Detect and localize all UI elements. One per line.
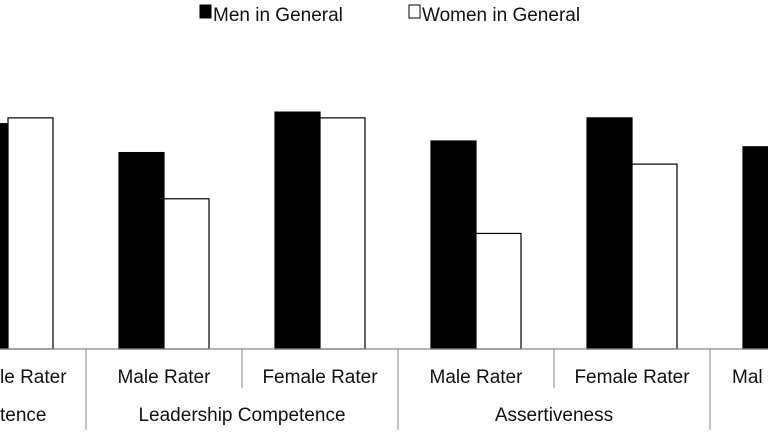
category-labels: le Rater Male Rater Female Rater Male Ra…	[0, 367, 763, 388]
group-labels: tence Leadership Competence Assertivenes…	[0, 405, 613, 426]
group-label: Assertiveness	[495, 405, 613, 426]
bar-men	[430, 140, 477, 350]
bar-men	[586, 117, 633, 350]
rater-label: Female Rater	[262, 367, 378, 388]
legend-label-women: Women in General	[422, 5, 580, 26]
bar-women	[163, 198, 210, 350]
bar-women	[475, 232, 522, 350]
bar-men	[742, 146, 768, 350]
group-label: tence	[0, 405, 46, 426]
legend-swatch-women	[408, 4, 421, 19]
rater-label: Mal	[732, 367, 763, 388]
bar-men	[274, 111, 321, 350]
bar-men	[0, 123, 9, 350]
bar-women	[7, 117, 54, 350]
rater-label: le Rater	[0, 367, 67, 388]
axis-frame	[0, 348, 768, 430]
group-label: Leadership Competence	[138, 405, 345, 426]
bars	[0, 111, 768, 350]
legend-swatch-men	[199, 4, 212, 19]
legend: Men in General Women in General	[199, 4, 580, 26]
rater-label: Male Rater	[118, 367, 212, 388]
legend-label-men: Men in General	[213, 5, 343, 26]
rater-label: Male Rater	[430, 367, 524, 388]
bar-women	[319, 117, 366, 350]
bar-men	[118, 151, 165, 350]
rater-label: Female Rater	[574, 367, 690, 388]
bar-women	[631, 163, 678, 350]
